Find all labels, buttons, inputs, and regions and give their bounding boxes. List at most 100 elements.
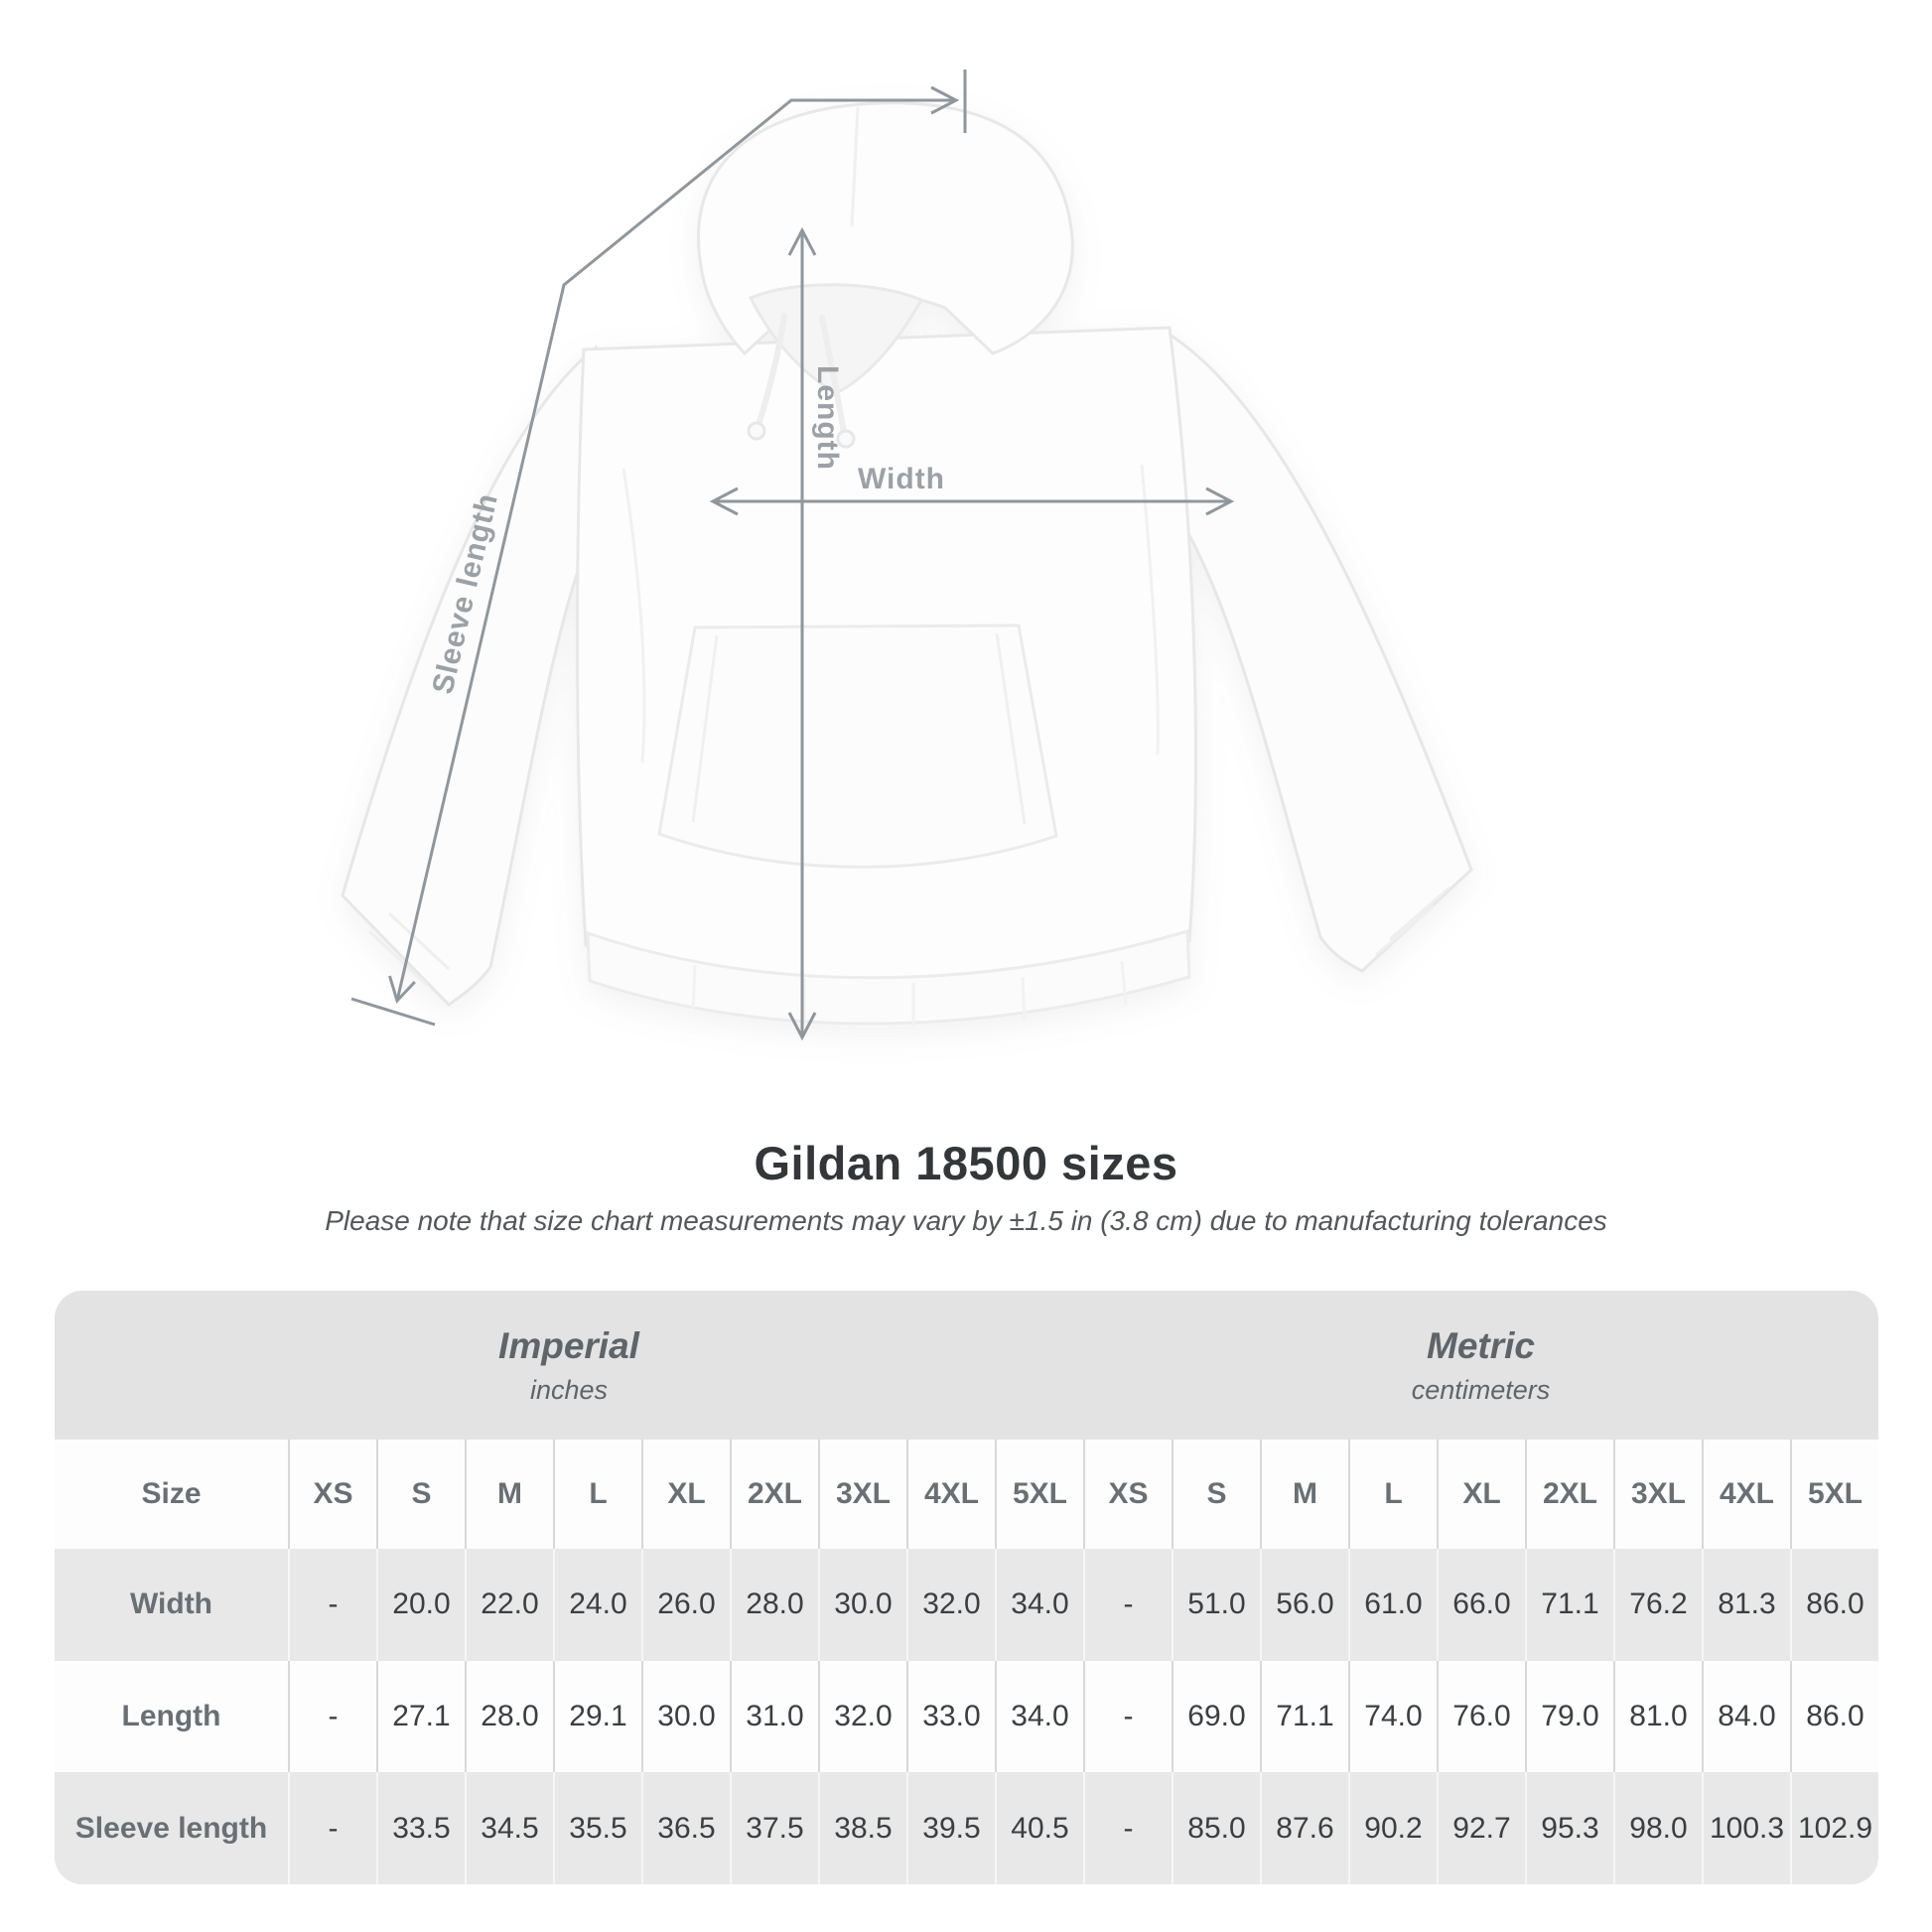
drawstring-tip — [747, 421, 766, 441]
measurement-cell: 40.5 — [995, 1772, 1083, 1884]
measurement-cell: 34.0 — [995, 1549, 1083, 1661]
left-cuff-rib — [367, 911, 451, 987]
sleeve-measure-line — [395, 98, 956, 1002]
row-label: Width — [129, 1587, 213, 1621]
measurement-cell: 79.0 — [1525, 1660, 1613, 1773]
size-table: Imperial inches Metric centimeters Size … — [55, 1291, 1878, 1884]
row-label: Length — [121, 1700, 221, 1732]
left-armhole-seam — [621, 468, 646, 763]
measurement-cell: 38.5 — [818, 1772, 906, 1884]
measurement-cell: 29.1 — [553, 1660, 641, 1773]
measurement-cell: 61.0 — [1348, 1549, 1437, 1661]
measurement-cell: 92.7 — [1437, 1772, 1525, 1884]
measurement-cell: 32.0 — [906, 1549, 995, 1661]
measurement-cell: 71.1 — [1525, 1549, 1613, 1661]
hood-opening — [748, 283, 924, 395]
measurement-cell: 33.0 — [906, 1660, 995, 1773]
size-column-header: XS — [288, 1440, 376, 1549]
measurement-cell: 102.9 — [1790, 1772, 1878, 1884]
hood-seam — [850, 106, 860, 227]
measurement-cell: 90.2 — [1348, 1772, 1437, 1884]
unit-group-header-row: Imperial inches Metric centimeters — [55, 1291, 1878, 1440]
measurement-cell: 76.2 — [1613, 1549, 1702, 1661]
measurement-cell: 27.1 — [376, 1660, 465, 1773]
length-axis-label: Length — [811, 365, 844, 471]
size-column-header: L — [1348, 1440, 1437, 1549]
width-left-arrowhead-icon — [709, 486, 739, 516]
measurement-cell: 56.0 — [1260, 1549, 1348, 1661]
metric-unit: centimeters — [1411, 1374, 1551, 1405]
size-column-header: S — [1172, 1440, 1260, 1549]
size-column-header: XL — [641, 1440, 730, 1549]
measurement-cell: 35.5 — [553, 1772, 641, 1884]
measurement-cell: 33.5 — [376, 1772, 465, 1884]
measurement-cell: 81.3 — [1702, 1549, 1790, 1661]
metric-group-header: Metric centimeters — [1083, 1291, 1878, 1440]
measurement-cell: 30.0 — [818, 1549, 906, 1661]
measurement-cell: - — [1083, 1772, 1172, 1884]
measurement-cell: 22.0 — [465, 1549, 553, 1661]
measurement-cell: 84.0 — [1702, 1660, 1790, 1773]
tolerance-note: Please note that size chart measurements… — [325, 1205, 1607, 1236]
measurement-cell: 76.0 — [1437, 1660, 1525, 1773]
size-column-header: M — [1260, 1440, 1348, 1549]
hoodie-right-sleeve — [1140, 327, 1473, 973]
measurement-cell: 28.0 — [465, 1660, 553, 1773]
measurement-cell: 32.0 — [818, 1660, 906, 1773]
measurement-cell: 86.0 — [1790, 1660, 1878, 1773]
length-down-arrowhead-icon — [787, 1012, 817, 1041]
size-column-header: XL — [1437, 1440, 1525, 1549]
size-column-header: L — [553, 1440, 641, 1549]
measurement-cell: 34.0 — [995, 1660, 1083, 1773]
measurement-cell: 100.3 — [1702, 1772, 1790, 1884]
measurement-cell: 24.0 — [553, 1549, 641, 1661]
measurement-cell: 26.0 — [641, 1549, 730, 1661]
size-column-header: 4XL — [906, 1440, 995, 1549]
measurement-cell: - — [288, 1772, 376, 1884]
imperial-label: Imperial — [498, 1324, 639, 1366]
size-column-header: 3XL — [818, 1440, 906, 1549]
metric-label: Metric — [1427, 1324, 1535, 1366]
measurement-cell: 74.0 — [1348, 1660, 1437, 1773]
measurement-cell: - — [1083, 1660, 1172, 1773]
page-title: Gildan 18500 sizes — [754, 1137, 1178, 1189]
imperial-unit: inches — [529, 1374, 609, 1405]
sleeve-measure-bottom-tick — [350, 997, 436, 1027]
measurement-cell: 30.0 — [641, 1660, 730, 1773]
measurement-cell: 66.0 — [1437, 1549, 1525, 1661]
hoodie-illustration — [341, 101, 1473, 1027]
measurement-cell: 51.0 — [1172, 1549, 1260, 1661]
size-column-header: 2XL — [1525, 1440, 1613, 1549]
size-column-header: 5XL — [1790, 1440, 1878, 1549]
size-column-header: M — [465, 1440, 553, 1549]
measurement-cell: 98.0 — [1613, 1772, 1702, 1884]
table-row: Sleeve length -33.5 34.5 35.5 36.5 37.5 38.5 39… — [55, 1772, 1878, 1884]
drawstrings — [756, 313, 847, 436]
measurement-cell: - — [288, 1549, 376, 1661]
measurement-cell: 71.1 — [1260, 1660, 1348, 1773]
measurement-cell: 20.0 — [376, 1549, 465, 1661]
measurement-cell: 28.0 — [730, 1549, 818, 1661]
row-label: Sleeve length — [74, 1811, 268, 1845]
size-column-header: 2XL — [730, 1440, 818, 1549]
sleeve-measure-right-arrowhead-icon — [930, 85, 960, 115]
size-column-header: XS — [1083, 1440, 1172, 1549]
measurement-cell: 34.5 — [465, 1772, 553, 1884]
measurement-cell: - — [288, 1660, 376, 1773]
measurement-lines — [350, 69, 1235, 1041]
measurement-cell: 39.5 — [906, 1772, 995, 1884]
measurement-cell: 69.0 — [1172, 1660, 1260, 1773]
measurement-cell: - — [1083, 1549, 1172, 1661]
hem-rib — [691, 960, 1128, 1027]
measurement-cell: 86.0 — [1790, 1549, 1878, 1661]
hoodie-left-sleeve — [341, 345, 625, 1007]
size-column-header: 5XL — [995, 1440, 1083, 1549]
width-axis-label: Width — [858, 463, 945, 495]
size-column-header: 3XL — [1613, 1440, 1702, 1549]
size-header-row: Size XS S M L XL 2XL 3XL 4XL 5XL XS S M L XL 2XL 3XL 4XL… — [55, 1440, 1878, 1549]
measurement-cell: 87.6 — [1260, 1772, 1348, 1884]
size-column-header: 4XL — [1702, 1440, 1790, 1549]
pocket-openings — [691, 632, 1027, 825]
measurement-cell: 95.3 — [1525, 1772, 1613, 1884]
measurement-cell: 85.0 — [1172, 1772, 1260, 1884]
